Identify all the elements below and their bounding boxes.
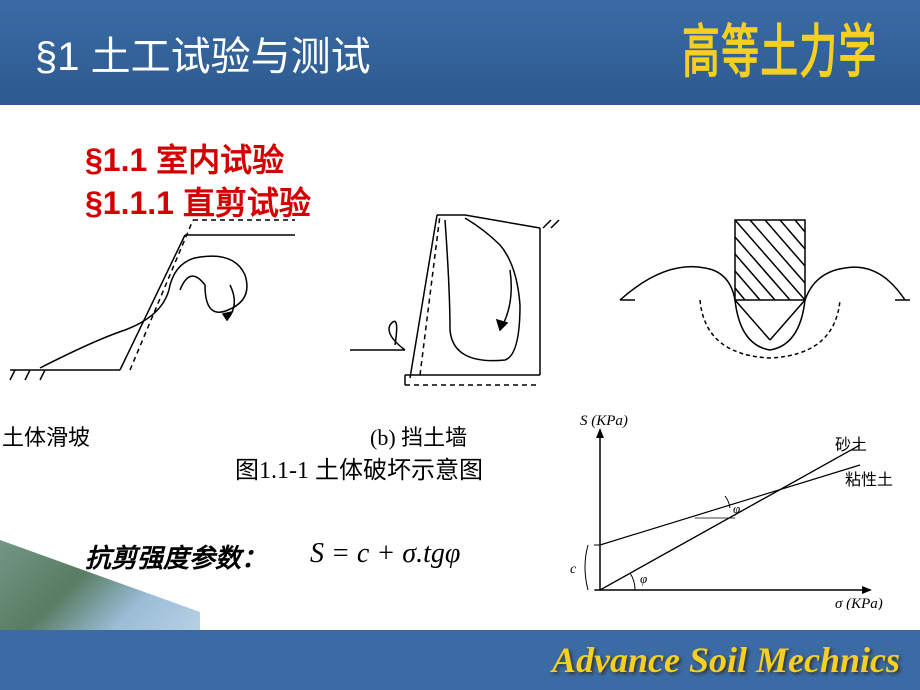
phi-label-1: φ: [640, 571, 647, 586]
formula-label: 抗剪强度参数：: [85, 538, 267, 575]
y-axis-label: S (KPa): [580, 413, 628, 429]
formula-equation: S = c + σ.tgφ: [310, 538, 460, 570]
c-label: c: [570, 562, 577, 577]
eq-plus: +: [369, 538, 402, 569]
header-right-title: 高等土力学: [682, 5, 878, 88]
y-axis-arrow: [596, 428, 604, 438]
footer-text: Advance Soil Mechnics: [552, 639, 900, 681]
series-sand-label: 砂土: [835, 436, 867, 454]
caption-b: (b) 挡土墙: [370, 420, 467, 452]
failure-diagrams: [5, 210, 915, 390]
diagram-wall: [350, 215, 559, 385]
x-axis-arrow: [862, 586, 872, 594]
header-title: §1 土工试验与测试: [35, 24, 371, 82]
footer-bar: Advance Soil Mechnics: [0, 630, 920, 690]
diagram-foundation: [620, 220, 910, 358]
phi-label-2: φ: [733, 501, 740, 516]
eq-S: S: [310, 538, 324, 569]
diagrams-row: [5, 210, 915, 390]
header-bar: §1 土工试验与测试 高等土力学: [0, 0, 920, 105]
diagram-slope: [10, 220, 295, 380]
x-axis-label: σ (KPa): [835, 596, 883, 610]
series-clay-label: 粘性土: [845, 471, 893, 489]
eq-sigma: σ: [402, 538, 416, 569]
eq-dot: .: [416, 538, 423, 569]
figure-title: 图1.1-1 土体破坏示意图: [235, 450, 483, 485]
eq-tg: tg: [423, 538, 445, 569]
eq-equals: =: [324, 538, 357, 569]
caption-a: 土体滑坡: [2, 420, 90, 452]
eq-c: c: [357, 538, 369, 569]
eq-phi: φ: [445, 538, 461, 569]
shear-strength-chart: c φ φ S (KPa) σ (KPa) 砂土 粘性土: [560, 410, 900, 610]
section-title-1: §1.1 室内试验: [85, 135, 284, 181]
